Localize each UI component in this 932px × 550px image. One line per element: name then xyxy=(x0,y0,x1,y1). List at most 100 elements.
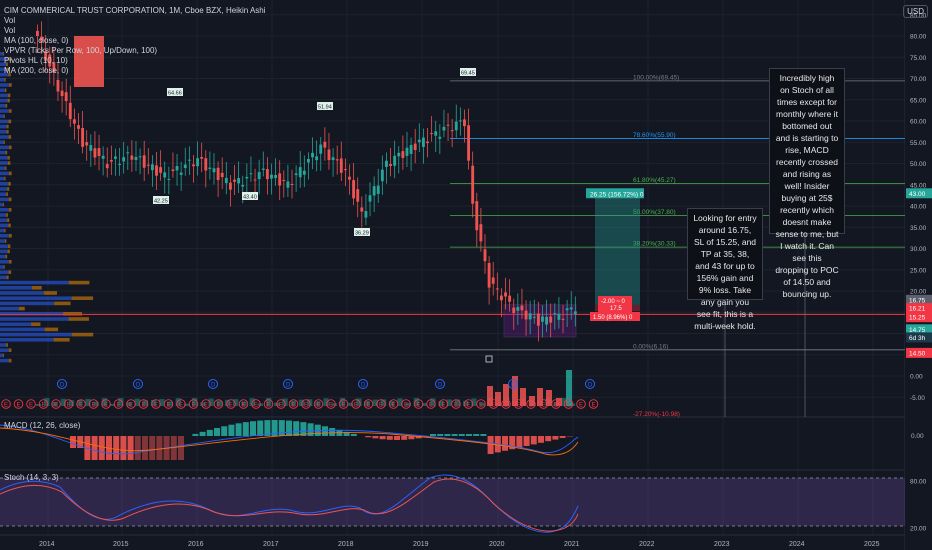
stoch-note[interactable]: Incredibly high on Stoch of all times ex… xyxy=(769,68,845,299)
stop-badge-bg xyxy=(590,312,640,321)
candle-body xyxy=(278,173,282,186)
candle-body xyxy=(434,131,438,136)
symbol-title[interactable]: CIM COMMERICAL TRUST CORPORATION, 1M, Cb… xyxy=(4,6,266,15)
time-axis-tick: 2023 xyxy=(714,541,730,548)
candle-body xyxy=(495,288,499,290)
earnings-marker-letter: E xyxy=(579,403,583,409)
volume-profile-bar xyxy=(0,338,54,342)
macd-title[interactable]: MACD (12, 26, close) xyxy=(4,421,81,430)
volume-profile-bar xyxy=(0,192,7,196)
earnings-marker-letter: E xyxy=(117,403,121,409)
candle-body xyxy=(471,165,475,204)
candle-body xyxy=(442,126,446,131)
volume-profile-bar xyxy=(6,343,8,347)
indicator-ma200[interactable]: MA (200, close, 0) xyxy=(4,66,69,75)
volume-profile-bar xyxy=(5,254,8,259)
currency-label[interactable]: USD xyxy=(903,5,928,18)
price-badge: 6d 3h xyxy=(909,335,926,342)
earnings-marker xyxy=(138,399,149,409)
macd-histogram-bar xyxy=(322,426,328,436)
volume-profile-bar xyxy=(0,312,64,316)
volume-bar xyxy=(529,396,535,406)
dividend-marker-letter: D xyxy=(211,383,216,389)
candle-body xyxy=(220,172,224,178)
stoch-title[interactable]: Stoch (14, 3, 3) xyxy=(4,473,59,482)
time-axis-tick: 2025 xyxy=(864,541,880,548)
candle-body xyxy=(253,179,257,181)
macd-histogram-bar xyxy=(278,420,285,436)
price-badge: 14.75 xyxy=(909,327,926,334)
candle-body xyxy=(171,169,175,172)
price-badge: 16.21 xyxy=(909,306,926,313)
indicator-vol-1[interactable]: Vol xyxy=(4,16,16,25)
earnings-marker xyxy=(51,399,61,409)
volume-profile-bar xyxy=(0,98,8,103)
volume-profile-bar xyxy=(0,187,8,191)
volume-profile-bar xyxy=(4,239,7,243)
volume-bar xyxy=(233,399,239,406)
entry-note[interactable]: Looking for entry around 16.75, SL of 15… xyxy=(687,208,763,331)
marker-square xyxy=(485,355,493,363)
indicator-vpvr[interactable]: VPVR (Ticks Per Row, 100, Up/Down, 100) xyxy=(4,46,158,55)
event-markers[interactable]: D D D D D D D D E E E E E E E E E E E E E E E E E E E E E E E E E E E E E E E E… xyxy=(1,379,599,409)
volume-profile-bar xyxy=(0,327,45,332)
candle-body xyxy=(339,158,343,173)
macd-histogram-bar xyxy=(228,424,235,436)
volume-bar xyxy=(142,400,149,406)
candle-body xyxy=(241,184,245,187)
time-axis-tick: 2014 xyxy=(39,541,55,548)
candle-body xyxy=(532,316,536,318)
macd-histogram-bar xyxy=(516,436,523,448)
volume-bar xyxy=(265,398,272,406)
volume-bar xyxy=(315,401,321,406)
candle-body xyxy=(356,189,360,202)
pivot-low-label: 43.40 xyxy=(243,195,257,201)
earnings-marker xyxy=(126,399,136,409)
volume-profile-bar xyxy=(68,317,89,321)
volume-profile-bar xyxy=(6,124,9,129)
candle-body xyxy=(573,311,577,314)
earnings-marker xyxy=(238,399,249,409)
candle-body xyxy=(520,305,524,311)
macd-histogram-bar xyxy=(509,436,516,450)
candle-body xyxy=(528,313,532,320)
indicator-ma100[interactable]: MA (100, close, 0) xyxy=(4,36,69,45)
volume-profile-bar xyxy=(68,280,90,285)
volume-profile-bar xyxy=(0,239,5,243)
indicator-pivots[interactable]: Pivots HL (10, 10) xyxy=(4,56,68,65)
volume-profile-bar xyxy=(0,202,4,207)
price-axis[interactable]: 85.00 80.00 75.00 70.00 65.00 60.00 55.00 50.00… xyxy=(905,0,932,550)
time-axis[interactable]: 2014 2015 2016 2017 2018 2019 2020 2021 2022 2023… xyxy=(39,541,880,548)
volume-bar xyxy=(471,398,477,406)
macd-histogram-bar xyxy=(466,434,472,436)
earnings-marker xyxy=(251,399,261,409)
pivot-label-bg xyxy=(153,196,169,204)
indicator-vol-2[interactable]: Vol xyxy=(4,26,16,35)
volume-profile-bar xyxy=(0,213,7,217)
price-badge: 16.75 xyxy=(909,297,926,304)
price-badge-bg xyxy=(906,324,932,335)
earnings-marker xyxy=(426,399,436,409)
earnings-marker-letter: E xyxy=(229,403,233,409)
candle-body xyxy=(565,308,569,311)
price-axis-tick: 25.00 xyxy=(910,267,927,274)
fib-label: 61.80%(45.27) xyxy=(633,177,676,184)
volume-profile-bar xyxy=(0,353,4,358)
candle-body xyxy=(323,141,327,148)
candle-body xyxy=(48,54,52,67)
volume-profile-bar xyxy=(8,260,12,264)
volume-bar xyxy=(93,401,99,406)
macd-histogram-bar xyxy=(70,436,76,448)
earnings-marker-letter: E xyxy=(529,403,533,409)
volume-profile-bar xyxy=(4,228,6,233)
volume-profile-bar xyxy=(8,234,12,238)
volume-bar xyxy=(397,398,403,406)
volume-bar xyxy=(126,402,132,406)
volume-bar xyxy=(36,404,42,406)
volume-profile-bar xyxy=(8,223,11,228)
position-zones[interactable]: 26.25 (156.72%) 0 -2.00 ~ 017.5 1.50 (8.96… xyxy=(485,188,806,417)
volume-profile-bar xyxy=(0,171,9,176)
candle-body xyxy=(93,148,97,158)
pivot-label-bg xyxy=(460,68,476,76)
price-axis-tick: 20.00 xyxy=(910,289,927,296)
